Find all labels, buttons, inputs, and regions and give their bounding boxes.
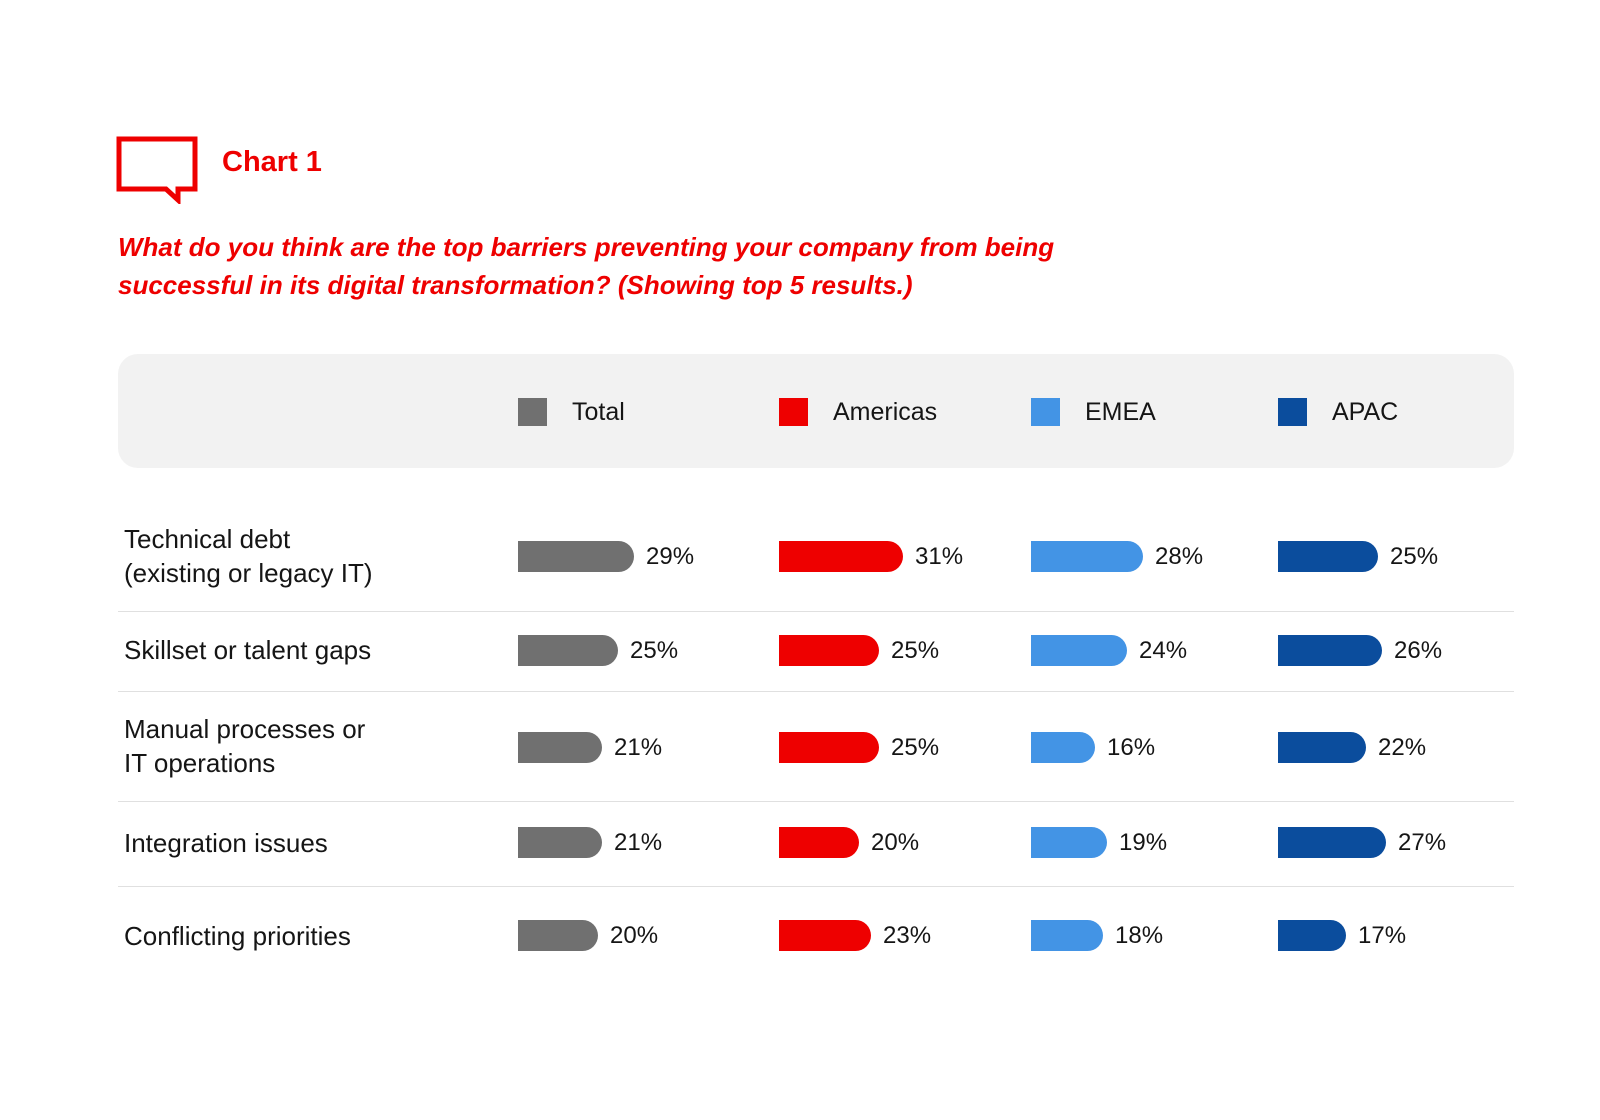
bar-total: [518, 732, 602, 763]
chart-question: What do you think are the top barriers p…: [118, 228, 1218, 304]
legend-swatch-emea: [1031, 398, 1060, 426]
bar-value-label: 24%: [1139, 637, 1188, 664]
legend-swatch-total: [518, 398, 547, 426]
legend-swatch-americas: [779, 398, 808, 426]
bar-value-label: 25%: [891, 734, 940, 761]
bar-value-label: 17%: [1358, 922, 1407, 949]
bar-total: [518, 541, 634, 572]
bar-value-label: 27%: [1398, 829, 1447, 856]
question-line-1: What do you think are the top barriers p…: [118, 232, 1055, 262]
bar-value-label: 29%: [646, 543, 695, 570]
bar-value-label: 23%: [883, 922, 932, 949]
row-label: Technical debt (existing or legacy IT): [124, 522, 373, 590]
bar-value-label: 31%: [915, 543, 964, 570]
row-label-line: Manual processes or: [124, 714, 366, 744]
row-label: Integration issues: [124, 826, 328, 860]
bar-total: [518, 827, 602, 858]
legend-label-total: Total: [572, 397, 625, 426]
row-label: Conflicting priorities: [124, 919, 351, 953]
bar-value-label: 25%: [1390, 543, 1439, 570]
legend-item-total: Total: [518, 398, 625, 426]
row-label-line: Conflicting priorities: [124, 921, 351, 951]
row-label-line: Integration issues: [124, 828, 328, 858]
bar-value-label: 20%: [871, 829, 920, 856]
bar-value-label: 20%: [610, 922, 659, 949]
row-divider: [118, 691, 1514, 692]
bar-americas: [779, 541, 903, 572]
bar-value-label: 16%: [1107, 734, 1156, 761]
bar-value-label: 28%: [1155, 543, 1204, 570]
bar-americas: [779, 827, 859, 858]
bar-value-label: 19%: [1119, 829, 1168, 856]
row-label: Manual processes or IT operations: [124, 712, 365, 780]
legend-label-americas: Americas: [833, 397, 938, 426]
bar-value-label: 22%: [1378, 734, 1427, 761]
bar-americas: [779, 732, 879, 763]
bar-americas: [779, 920, 871, 951]
bar-total: [518, 920, 598, 951]
legend: Total Americas EMEA APAC: [118, 354, 1514, 468]
bar-value-label: 25%: [891, 637, 940, 664]
legend-item-apac: APAC: [1278, 398, 1398, 426]
bar-value-label: 18%: [1115, 922, 1164, 949]
row-divider: [118, 611, 1514, 612]
legend-label-apac: APAC: [1332, 397, 1399, 426]
row-label: Skillset or talent gaps: [124, 633, 371, 667]
legend-item-americas: Americas: [779, 398, 937, 426]
legend-label-emea: EMEA: [1085, 397, 1156, 426]
bar-emea: [1031, 732, 1095, 763]
bar-apac: [1278, 541, 1378, 572]
bar-value-label: 26%: [1394, 637, 1443, 664]
question-line-2: successful in its digital transformation…: [118, 270, 913, 300]
bar-emea: [1031, 827, 1107, 858]
row-divider: [118, 886, 1514, 887]
bar-value-label: 21%: [614, 734, 663, 761]
bar-value-label: 21%: [614, 829, 663, 856]
bar-apac: [1278, 827, 1386, 858]
row-label-line: Technical debt: [124, 524, 291, 554]
row-label-line: (existing or legacy IT): [124, 558, 373, 588]
bar-apac: [1278, 920, 1346, 951]
bar-total: [518, 635, 618, 666]
row-label-line: Skillset or talent gaps: [124, 635, 372, 665]
legend-item-emea: EMEA: [1031, 398, 1156, 426]
bar-emea: [1031, 920, 1103, 951]
bar-apac: [1278, 635, 1382, 666]
row-divider: [118, 801, 1514, 802]
bar-emea: [1031, 635, 1127, 666]
bar-value-label: 25%: [630, 637, 679, 664]
bar-apac: [1278, 732, 1366, 763]
row-label-line: IT operations: [124, 748, 276, 778]
chart-label: Chart 1: [222, 146, 322, 178]
bar-emea: [1031, 541, 1143, 572]
bar-americas: [779, 635, 879, 666]
speech-bubble-icon: [116, 136, 198, 204]
legend-swatch-apac: [1278, 398, 1307, 426]
